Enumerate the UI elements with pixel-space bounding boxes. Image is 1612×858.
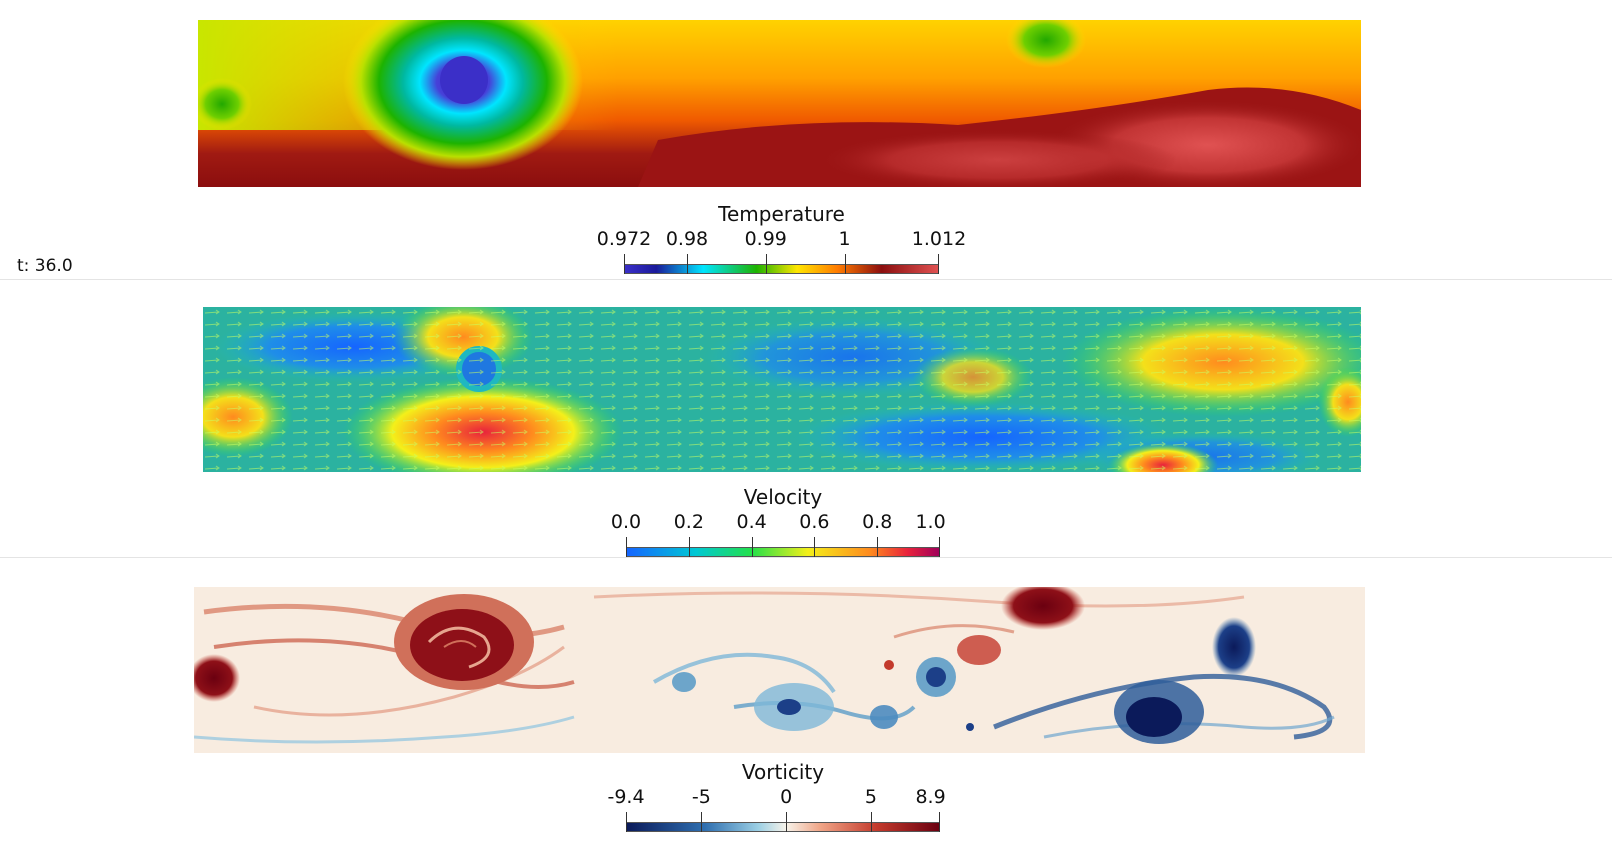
panel-divider: [0, 557, 1612, 558]
tick-mark: [845, 254, 846, 274]
tick-label: -9.4: [607, 786, 644, 808]
colorbar-title: Velocity: [626, 485, 940, 509]
tick-label: 1: [838, 228, 850, 250]
vorticity-colorbar: Vorticity -9.4 -5 0 5 8.9: [626, 760, 940, 836]
temperature-field-plot: [198, 20, 1361, 187]
tick-mark: [687, 254, 688, 274]
tick-mark: [939, 537, 940, 557]
tick-mark: [877, 537, 878, 557]
panel-divider: [0, 279, 1612, 280]
temperature-colorbar: Temperature 0.972 0.98 0.99 1 1.012: [624, 202, 939, 278]
tick-label: 0.4: [736, 511, 766, 533]
tick-label: 0.8: [862, 511, 892, 533]
tick-mark: [814, 537, 815, 557]
tick-mark: [626, 812, 627, 832]
tick-mark: [689, 537, 690, 557]
time-label: t: 36.0: [17, 256, 73, 276]
tick-mark: [626, 537, 627, 557]
tick-label: 0.972: [597, 228, 651, 250]
tick-mark: [624, 254, 625, 274]
tick-mark: [938, 254, 939, 274]
tick-label: 0.99: [745, 228, 787, 250]
tick-mark: [701, 812, 702, 832]
tick-mark: [871, 812, 872, 832]
tick-label: 0.0: [611, 511, 641, 533]
velocity-field-plot: [203, 307, 1361, 472]
tick-mark: [939, 812, 940, 832]
tick-label: 8.9: [915, 786, 945, 808]
colorbar-title: Vorticity: [626, 760, 940, 784]
tick-label: 1.0: [915, 511, 945, 533]
tick-mark: [786, 812, 787, 832]
tick-label: 0.6: [799, 511, 829, 533]
tick-label: 0.2: [674, 511, 704, 533]
colorbar-title: Temperature: [624, 202, 939, 226]
tick-mark: [766, 254, 767, 274]
vorticity-field-plot: [194, 587, 1365, 753]
tick-label: 0.98: [666, 228, 708, 250]
tick-label: -5: [692, 786, 711, 808]
tick-label: 5: [865, 786, 877, 808]
velocity-colorbar: Velocity 0.0 0.2 0.4 0.6 0.8 1.0: [626, 485, 940, 561]
tick-label: 0: [780, 786, 792, 808]
tick-label: 1.012: [912, 228, 966, 250]
tick-mark: [752, 537, 753, 557]
